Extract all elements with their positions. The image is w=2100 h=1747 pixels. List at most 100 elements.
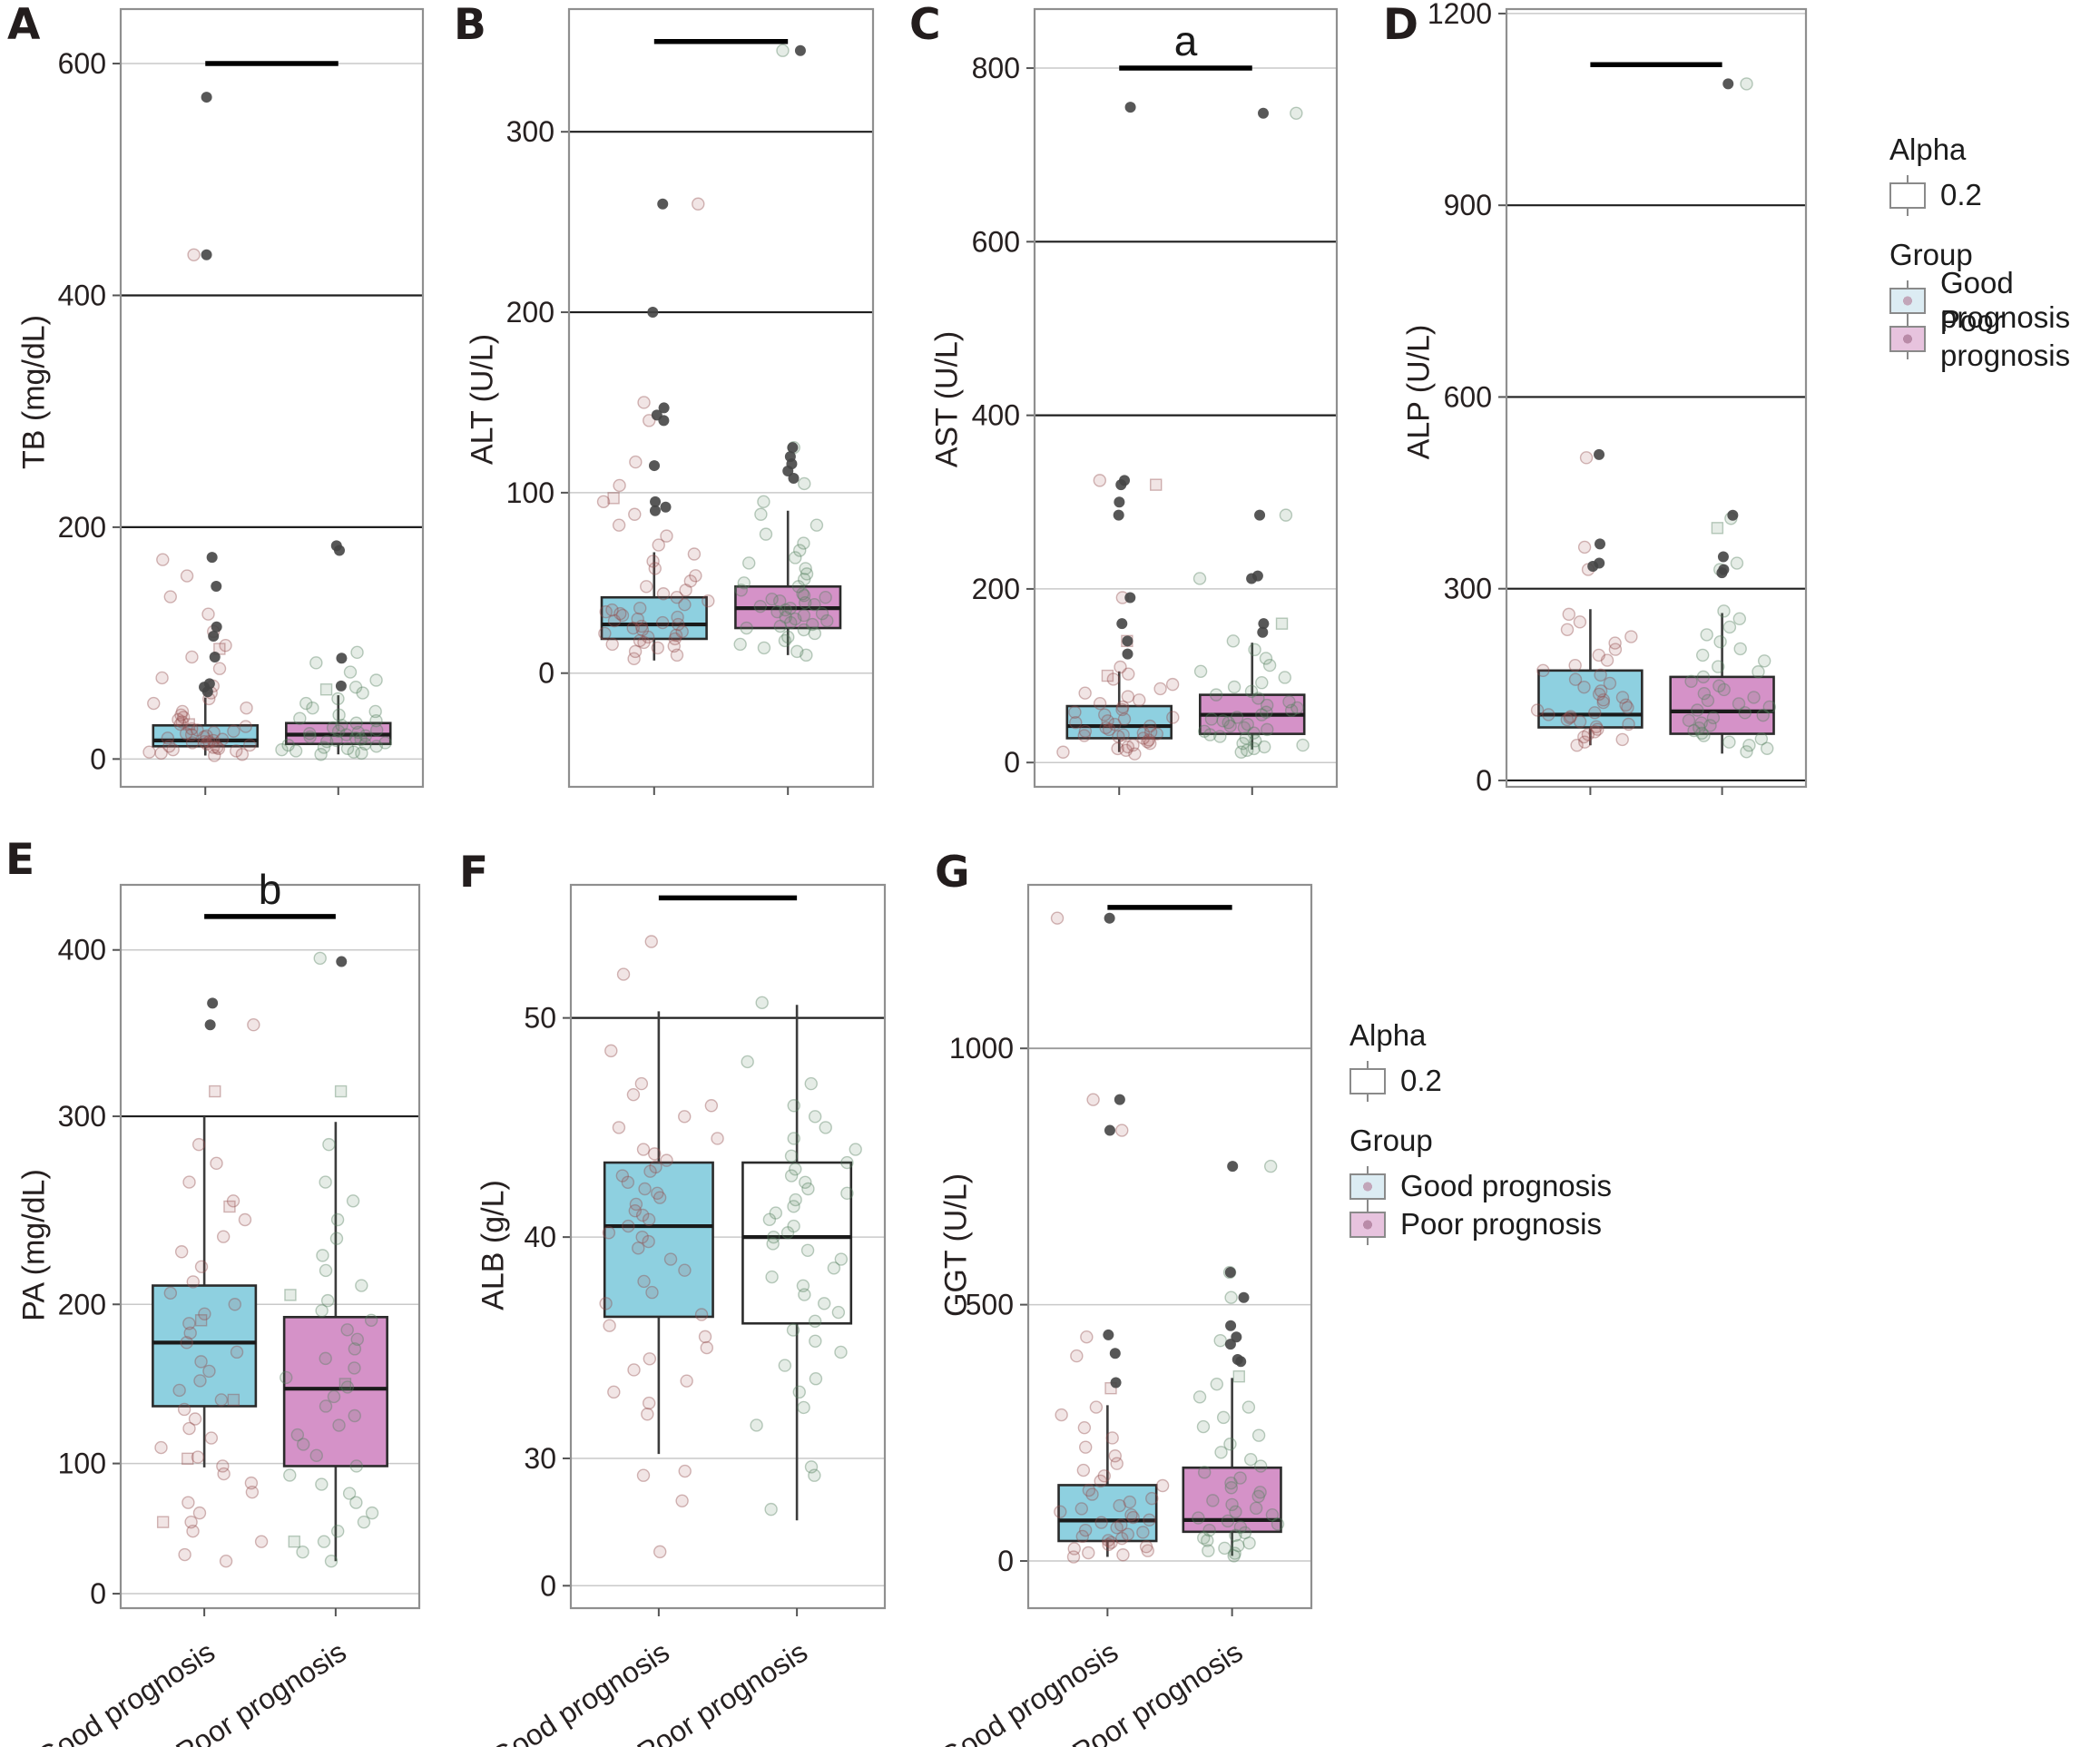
data-point <box>184 1515 198 1529</box>
group-good-F: Good prognosis <box>486 935 724 1747</box>
data-point <box>765 1270 779 1284</box>
data-point <box>627 652 641 666</box>
data-point <box>1700 628 1713 642</box>
data-point <box>616 967 631 981</box>
data-point <box>1717 604 1731 618</box>
data-point <box>1592 648 1605 662</box>
data-point <box>1596 695 1610 710</box>
data-point <box>179 727 193 741</box>
box <box>603 1161 714 1319</box>
data-point-square <box>1101 669 1114 682</box>
y-tick-label: 400 <box>972 399 1020 432</box>
data-point <box>1560 712 1575 727</box>
data-point <box>1192 572 1207 585</box>
legend-good-item: Good prognosis <box>1349 1165 1612 1207</box>
outlier-point <box>204 1019 216 1031</box>
outlier-point <box>211 581 222 593</box>
data-point <box>820 613 834 628</box>
data-point <box>1695 648 1710 662</box>
data-point <box>315 1477 329 1491</box>
data-point <box>1119 743 1133 758</box>
data-point <box>243 738 257 752</box>
data-point <box>1682 713 1696 727</box>
outlier-point <box>1114 496 1125 508</box>
data-point <box>1116 700 1130 714</box>
data-point <box>1691 703 1704 717</box>
outlier-point <box>657 198 669 210</box>
data-point <box>1260 705 1273 719</box>
data-point <box>1278 671 1291 684</box>
data-point <box>1271 1517 1285 1531</box>
data-point <box>207 725 221 740</box>
y-tick-label: 400 <box>58 934 106 967</box>
outlier-point <box>336 653 348 664</box>
data-point <box>635 623 650 637</box>
data-point <box>1078 686 1092 700</box>
data-point <box>1136 731 1151 745</box>
data-point <box>704 1099 719 1113</box>
data-point <box>1133 693 1146 707</box>
outlier-point <box>794 44 806 56</box>
data-point-square <box>288 1535 300 1548</box>
data-point <box>178 1547 191 1562</box>
data-point <box>1115 702 1129 717</box>
data-point <box>1102 722 1116 737</box>
data-point <box>799 1175 812 1189</box>
y-axis-label-alp: ALP (U/L) <box>1401 324 1437 460</box>
data-point <box>1136 726 1151 740</box>
panel-letter-d: D <box>1383 0 1420 50</box>
group-poor-A <box>275 540 392 795</box>
data-point <box>638 1182 652 1196</box>
data-point <box>1126 738 1140 752</box>
data-point <box>805 617 819 632</box>
data-point <box>1573 714 1587 729</box>
data-point <box>1261 722 1274 737</box>
data-point <box>238 1212 252 1227</box>
data-point <box>656 587 671 601</box>
data-point <box>1568 659 1582 672</box>
outlier-point <box>1238 1291 1250 1303</box>
outlier-point <box>1113 509 1124 521</box>
data-point <box>1197 724 1212 738</box>
data-point <box>840 1186 854 1201</box>
data-point <box>1722 620 1737 634</box>
y-axis-label-ast: AST (U/L) <box>929 330 965 468</box>
data-point <box>206 741 221 754</box>
data-point <box>1105 1431 1119 1445</box>
data-point <box>364 1313 378 1327</box>
data-point <box>1603 676 1617 691</box>
data-point <box>1141 1544 1154 1557</box>
data-point <box>1251 1489 1265 1504</box>
data-point <box>1530 703 1545 717</box>
data-point <box>1696 670 1711 684</box>
data-point <box>808 1110 822 1124</box>
data-point-square <box>1232 1369 1245 1383</box>
data-point <box>789 612 802 626</box>
data-point <box>302 727 317 741</box>
data-point <box>1697 686 1712 701</box>
box <box>152 1284 258 1408</box>
data-point <box>633 633 647 648</box>
data-point <box>355 1279 368 1292</box>
data-point <box>1104 1536 1118 1549</box>
data-point <box>275 742 289 757</box>
data-point <box>628 507 642 521</box>
data-point <box>369 673 383 687</box>
data-point <box>185 650 199 664</box>
group-poor-C <box>1192 106 1310 795</box>
data-point <box>626 621 640 635</box>
data-point <box>187 248 201 261</box>
outlier-point <box>1246 573 1258 584</box>
alpha-key-icon <box>1889 174 1926 216</box>
data-point <box>679 584 692 597</box>
data-point <box>781 630 795 644</box>
data-point <box>778 1359 792 1372</box>
data-point <box>683 574 698 588</box>
y-tick-label: 200 <box>58 511 106 544</box>
data-point <box>810 518 824 532</box>
y-tick-label: 600 <box>972 225 1020 258</box>
data-point <box>1757 654 1771 668</box>
data-point <box>306 701 319 715</box>
